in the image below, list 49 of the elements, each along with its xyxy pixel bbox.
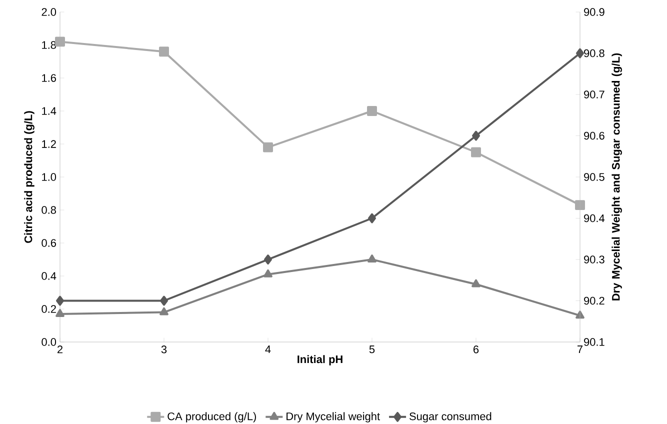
y-tick-label: 1.8	[42, 41, 56, 49]
point	[367, 106, 377, 116]
y2-tick-label: 90.7	[584, 90, 604, 98]
point	[264, 254, 272, 264]
x-tick-label: 6	[474, 346, 479, 354]
y-tick-label: 0.0	[42, 338, 56, 346]
y-axis-title: Citric acid produced (g/L)	[24, 111, 34, 243]
y2-tick-label: 90.4	[584, 214, 605, 222]
x-tick-label: 4	[265, 346, 271, 354]
y-tick-label: 1.2	[42, 140, 56, 148]
point	[472, 279, 480, 288]
y-tick-label: 2.0	[42, 8, 56, 16]
x-tick-label: 5	[369, 346, 375, 354]
y-tick-label: 0.2	[42, 305, 56, 313]
point	[56, 296, 64, 306]
point	[575, 200, 585, 210]
y2-tick-label: 90.5	[584, 173, 604, 181]
x-tick-label: 2	[58, 346, 62, 354]
point	[160, 307, 168, 316]
legend-label: CA produced (g/L)	[168, 412, 256, 422]
y2-tick-label: 90.6	[584, 132, 604, 140]
y-tick-label: 1.0	[42, 173, 56, 181]
y2-tick-label: 90.3	[584, 256, 604, 264]
y2-tick-label: 90.2	[584, 296, 604, 305]
y-tick-label: 1.6	[42, 74, 56, 82]
point	[368, 213, 376, 224]
y-tick-label: 0.8	[42, 206, 56, 214]
point	[471, 147, 481, 158]
legend-label: Sugar consumed	[410, 412, 492, 422]
point	[159, 46, 169, 57]
x-tick-label: 7	[578, 346, 583, 354]
point	[472, 130, 480, 141]
point	[576, 48, 584, 58]
x-axis-title: Initial pH	[298, 355, 342, 366]
point	[160, 296, 168, 306]
y2-tick-label: 90.9	[584, 8, 604, 16]
point	[368, 254, 376, 262]
y2-axis-title: Dry Mycelial Weight and Sugar consumed (g/L)	[612, 53, 622, 300]
y-tick-label: 1.4	[42, 107, 56, 115]
point	[264, 269, 272, 278]
point	[263, 142, 273, 152]
legend-label: Dry Mycelial weight	[286, 412, 380, 422]
y2-tick-label: 90.8	[584, 49, 604, 58]
point	[55, 36, 65, 47]
y-tick-label: 0.6	[42, 239, 56, 247]
y-tick-label: 0.4	[42, 272, 56, 280]
x-tick-label: 3	[161, 346, 167, 354]
point	[56, 308, 64, 317]
y2-tick-label: 90.1	[584, 338, 604, 346]
